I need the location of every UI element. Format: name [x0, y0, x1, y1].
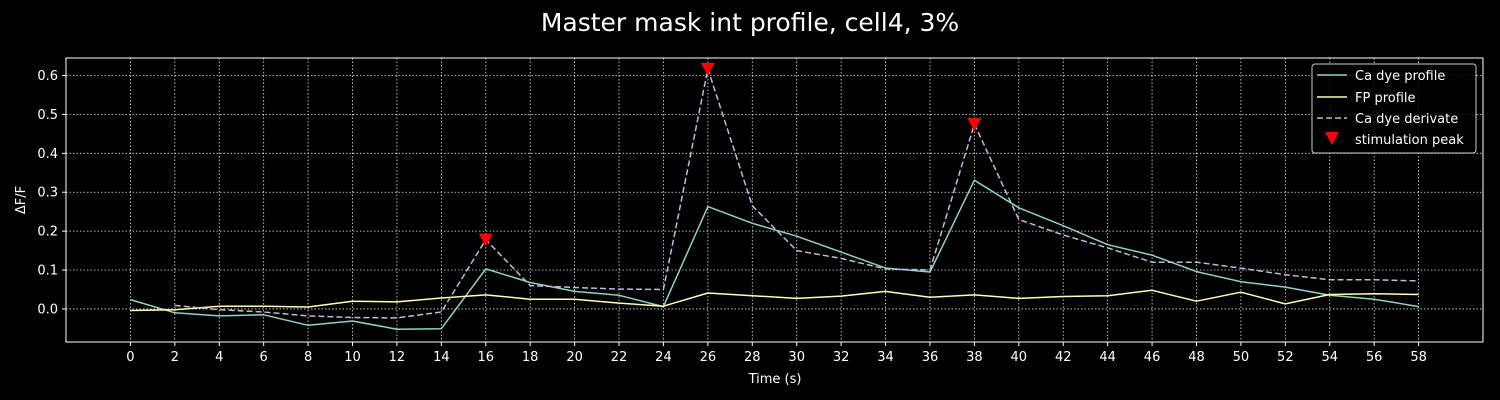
- x-tick-label: 34: [877, 350, 894, 365]
- y-tick-label: 0.2: [37, 225, 58, 240]
- x-tick-label: 42: [1055, 350, 1072, 365]
- x-tick-label: 38: [966, 350, 983, 365]
- x-tick-label: 48: [1188, 350, 1205, 365]
- x-tick-label: 44: [1099, 350, 1116, 365]
- x-tick-label: 40: [1011, 350, 1028, 365]
- x-tick-label: 56: [1366, 350, 1383, 365]
- plot-area: [65, 57, 1484, 343]
- x-tick-label: 10: [344, 350, 361, 365]
- axis-ticks: 0 2 4 6 8 10 12 14 16 18 20 22 24 26 28 30 32 34 36 38 40 42 4…: [37, 69, 1427, 365]
- y-tick-label: 0.1: [37, 264, 58, 279]
- x-tick-label: 58: [1410, 350, 1427, 365]
- legend-swatch-stimulation-peak: [1325, 132, 1339, 145]
- series-line-fp-profile: [130, 289, 1419, 312]
- x-tick-label: 16: [477, 350, 494, 365]
- x-tick-label: 6: [260, 350, 268, 365]
- x-tick-label: 14: [433, 350, 450, 365]
- legend-box: [1311, 63, 1477, 154]
- x-tick-label: 18: [522, 350, 539, 365]
- x-tick-label: 12: [389, 350, 406, 365]
- x-tick-label: 50: [1233, 350, 1250, 365]
- legend-label-ca-dye-profile: Ca dye profile: [1355, 69, 1445, 84]
- y-tick-label: 0.0: [37, 302, 58, 317]
- peak-markers: [478, 62, 982, 247]
- y-tick-label: 0.5: [37, 108, 58, 123]
- x-tick-label: 52: [1277, 350, 1294, 365]
- legend-label-ca-dye-derivate: Ca dye derivate: [1355, 112, 1458, 127]
- legend-label-fp-profile: FP profile: [1355, 91, 1416, 106]
- legend: Ca dye profile FP profile Ca dye derivat…: [1311, 63, 1477, 154]
- stimulation-peak-marker: [700, 62, 715, 76]
- x-tick-label: 4: [215, 350, 223, 365]
- x-tick-label: 30: [788, 350, 805, 365]
- x-tick-label: 32: [833, 350, 850, 365]
- y-tick-label: 0.3: [37, 186, 58, 201]
- x-tick-label: 20: [566, 350, 583, 365]
- x-tick-label: 8: [304, 350, 312, 365]
- x-tick-label: 0: [126, 350, 134, 365]
- x-tick-label: 26: [700, 350, 717, 365]
- y-tick-label: 0.4: [37, 147, 58, 162]
- x-tick-label: 46: [1144, 350, 1161, 365]
- legend-label-stimulation-peak: stimulation peak: [1355, 133, 1464, 148]
- x-tick-label: 22: [611, 350, 628, 365]
- x-tick-label: 24: [655, 350, 672, 365]
- series-lines: [130, 68, 1419, 330]
- y-axis-label: ΔF/F: [14, 186, 29, 214]
- stimulation-peak-marker: [478, 233, 493, 247]
- x-tick-label: 36: [922, 350, 939, 365]
- x-tick-label: 54: [1321, 350, 1338, 365]
- x-tick-label: 28: [744, 350, 761, 365]
- y-tick-label: 0.6: [37, 69, 58, 84]
- chart-title: Master mask int profile, cell4, 3%: [541, 8, 959, 37]
- series-line-ca-dye-profile: [130, 179, 1419, 330]
- x-tick-label: 2: [171, 350, 179, 365]
- series-line-ca-dye-derivate: [174, 68, 1419, 319]
- grid: [66, 58, 1483, 342]
- stimulation-peak-marker: [967, 118, 982, 132]
- x-axis-label: Time (s): [748, 372, 802, 387]
